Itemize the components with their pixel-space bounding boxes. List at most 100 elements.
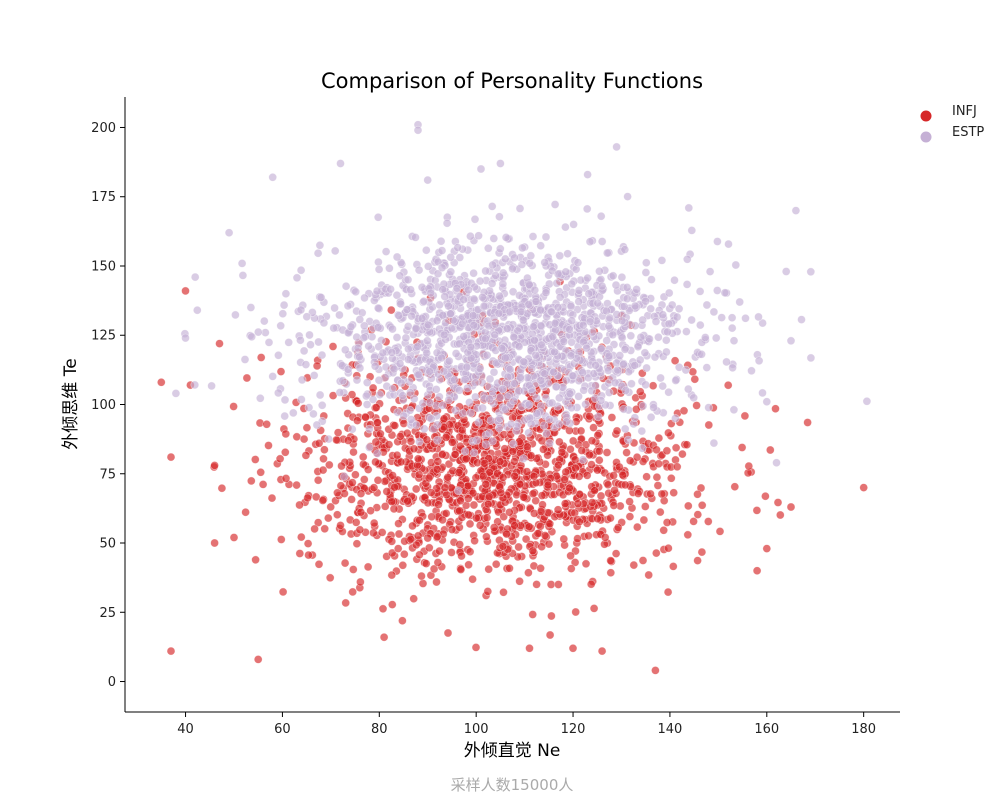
point-estp <box>641 258 651 268</box>
point-estp <box>647 275 656 284</box>
point-estp <box>398 391 408 400</box>
point-infj <box>406 534 416 544</box>
point-estp <box>389 364 399 374</box>
point-estp <box>602 336 612 345</box>
point-estp <box>587 327 597 337</box>
point-infj <box>251 555 260 565</box>
x-tick-label: 60 <box>274 722 291 737</box>
point-estp <box>578 455 588 465</box>
point-estp <box>529 322 538 332</box>
point-infj <box>253 655 263 664</box>
point-estp <box>502 324 512 333</box>
point-infj <box>522 467 532 476</box>
point-estp <box>563 249 572 258</box>
point-infj <box>310 524 319 534</box>
point-estp <box>401 333 411 343</box>
point-estp <box>460 446 470 456</box>
point-infj <box>398 616 407 626</box>
point-estp <box>436 236 446 246</box>
point-infj <box>390 421 400 430</box>
point-estp <box>264 338 274 347</box>
point-infj <box>475 521 485 530</box>
point-infj <box>337 461 346 471</box>
point-estp <box>190 272 200 282</box>
point-infj <box>376 429 385 439</box>
point-estp <box>490 330 500 340</box>
point-estp <box>540 369 550 379</box>
point-infj <box>662 446 672 456</box>
point-infj <box>432 464 442 474</box>
point-estp <box>370 361 380 371</box>
point-estp <box>392 290 402 300</box>
point-infj <box>618 470 628 480</box>
point-estp <box>455 253 465 262</box>
point-infj <box>547 611 556 621</box>
point-infj <box>275 454 285 464</box>
point-estp <box>316 293 326 302</box>
point-infj <box>241 507 250 517</box>
point-infj <box>773 498 783 507</box>
point-estp <box>405 405 415 415</box>
point-estp <box>231 310 240 320</box>
point-estp <box>593 298 603 308</box>
point-infj <box>457 551 466 561</box>
point-estp <box>590 393 600 403</box>
point-estp <box>638 401 648 411</box>
point-estp <box>387 348 397 357</box>
point-infj <box>537 542 547 552</box>
point-estp <box>484 428 494 438</box>
point-estp <box>314 337 323 347</box>
point-estp <box>459 332 469 341</box>
point-estp <box>423 320 433 330</box>
point-infj <box>210 538 219 548</box>
point-estp <box>364 341 373 351</box>
point-estp <box>695 320 705 330</box>
point-estp <box>569 220 578 229</box>
point-estp <box>532 393 541 403</box>
point-infj <box>434 500 443 509</box>
point-estp <box>585 237 595 246</box>
point-estp <box>596 211 606 221</box>
point-infj <box>363 562 373 572</box>
point-estp <box>438 401 447 410</box>
point-estp <box>608 271 618 281</box>
point-estp <box>797 315 806 324</box>
point-infj <box>690 374 700 384</box>
point-estp <box>495 291 504 301</box>
point-infj <box>692 401 701 410</box>
point-estp <box>413 342 422 351</box>
point-estp <box>355 363 365 373</box>
point-estp <box>622 283 632 292</box>
point-infj <box>581 440 591 450</box>
point-infj <box>740 411 750 421</box>
point-estp <box>505 364 515 374</box>
point-infj <box>606 556 615 565</box>
point-estp <box>396 378 406 388</box>
point-infj <box>496 488 506 498</box>
point-infj <box>264 441 273 450</box>
point-estp <box>422 336 432 346</box>
point-estp <box>617 333 627 343</box>
point-estp <box>413 125 423 135</box>
point-infj <box>292 432 302 442</box>
point-infj <box>433 457 443 466</box>
point-infj <box>423 498 433 508</box>
point-estp <box>433 269 443 279</box>
point-estp <box>404 344 413 354</box>
point-estp <box>513 326 523 336</box>
point-estp <box>455 385 464 395</box>
point-estp <box>542 429 551 438</box>
point-infj <box>761 491 770 501</box>
x-axis-label: 外倾直觉 Ne <box>464 741 561 761</box>
point-estp <box>604 321 614 331</box>
point-infj <box>470 536 479 546</box>
point-estp <box>554 393 564 403</box>
point-estp <box>423 175 433 185</box>
point-infj <box>532 580 541 589</box>
point-infj <box>575 517 584 527</box>
point-estp <box>437 263 447 273</box>
point-infj <box>640 502 650 511</box>
point-infj <box>651 548 661 558</box>
point-estp <box>627 379 636 389</box>
point-infj <box>471 473 481 483</box>
